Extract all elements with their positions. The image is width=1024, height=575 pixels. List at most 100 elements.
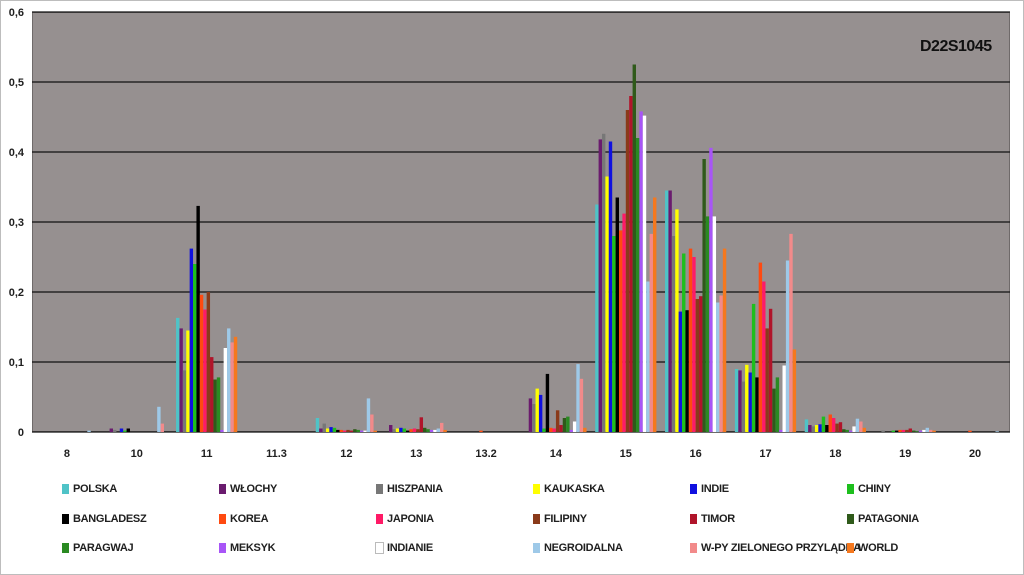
bar <box>402 428 407 432</box>
legend-item: FILIPINY <box>533 511 587 527</box>
legend-swatch <box>847 514 854 524</box>
bar <box>363 430 367 432</box>
bar <box>356 429 360 432</box>
bar <box>230 342 234 432</box>
bar <box>423 427 427 432</box>
bar <box>745 364 749 432</box>
bar <box>157 406 161 432</box>
bar <box>559 425 563 432</box>
bar <box>342 430 347 432</box>
x-tick-label: 15 <box>620 448 632 460</box>
legend-swatch <box>62 484 69 494</box>
y-tick-label: 0 <box>18 427 24 439</box>
legend-label: WORLD <box>858 542 899 554</box>
bar <box>233 336 238 432</box>
bar <box>808 425 812 432</box>
bar <box>572 421 577 432</box>
bar <box>751 303 756 432</box>
x-tick-label: 11 <box>201 448 213 460</box>
legend-label: INDIANIE <box>387 542 433 554</box>
bar <box>665 190 669 432</box>
bar <box>762 281 766 432</box>
legend-label: HISZPANIA <box>387 483 443 495</box>
bar <box>765 328 769 432</box>
bar <box>555 410 560 432</box>
legend-label: PARAGWAJ <box>73 542 134 554</box>
bar <box>699 296 703 432</box>
legend-item: BANGLADESZ <box>62 511 147 527</box>
x-tick-label: 14 <box>550 448 563 460</box>
bar <box>608 141 613 432</box>
bar <box>392 429 396 432</box>
legend-label: KAUKASKA <box>544 483 605 495</box>
legend-swatch <box>376 484 383 494</box>
bar <box>123 430 127 432</box>
legend-swatch <box>690 543 697 553</box>
legend-item: INDIE <box>690 481 729 497</box>
bar <box>918 430 923 432</box>
bar <box>719 295 723 432</box>
legend-item: PARAGWAJ <box>62 540 134 556</box>
bar <box>695 299 700 432</box>
bar <box>639 111 643 433</box>
bar <box>688 248 693 432</box>
x-tick-labels: 8 10 11 11.3 12 13 13.2 14 15 16 17 18 19 20 <box>64 448 981 460</box>
legend-label: W-PY ZIELONEGO PRZYLĄDKA <box>701 542 861 554</box>
bar <box>193 264 197 432</box>
x-tick-label: 8 <box>64 448 70 460</box>
legend-label: MEKSYK <box>230 542 276 554</box>
bar <box>583 427 587 432</box>
y-tick-labels: 0 0,1 0,2 0,3 0,4 0,5 0,6 <box>9 7 25 439</box>
bar <box>925 427 930 432</box>
y-tick-label: 0,3 <box>9 217 24 229</box>
bar <box>203 309 207 432</box>
legend-item: NEGROIDALNA <box>533 540 623 556</box>
bar <box>213 379 217 432</box>
legend-swatch <box>533 484 540 494</box>
bar <box>339 429 343 432</box>
bar <box>332 427 337 432</box>
bar <box>336 429 340 432</box>
bar <box>210 357 214 432</box>
bar <box>818 424 822 432</box>
bar <box>675 209 679 432</box>
bar <box>838 422 843 432</box>
bar <box>828 414 832 432</box>
legend-item: WORLD <box>847 540 898 556</box>
legend-item: JAPONIA <box>376 511 434 527</box>
bar <box>406 430 410 432</box>
bar <box>678 311 683 432</box>
legend-swatch <box>375 542 384 554</box>
bar <box>416 429 420 432</box>
legend-item: TIMOR <box>690 511 735 527</box>
bar <box>804 419 809 432</box>
legend-label: POLSKA <box>73 483 118 495</box>
bar <box>227 328 231 432</box>
legend: POLSKA WŁOCHY HISZPANIA KAUKASKA INDIE CHINY B… <box>62 478 1002 568</box>
bar <box>792 349 797 432</box>
bar <box>905 429 909 432</box>
bar <box>859 421 863 432</box>
bar <box>835 423 839 432</box>
bar <box>319 428 323 432</box>
bar <box>605 176 609 432</box>
bar <box>789 233 793 432</box>
bar <box>315 418 320 432</box>
bar <box>538 394 543 432</box>
bar <box>646 281 650 432</box>
bar <box>419 417 424 432</box>
x-tick-label: 18 <box>829 448 841 460</box>
bar <box>682 253 686 432</box>
x-tick-label: 19 <box>899 448 911 460</box>
bars <box>87 64 999 433</box>
bar <box>782 365 786 432</box>
legend-item: KAUKASKA <box>533 481 605 497</box>
x-tick-label: 13.2 <box>475 448 496 460</box>
x-tick-label: 13 <box>410 448 422 460</box>
bar <box>87 430 91 432</box>
bar <box>126 428 130 432</box>
legend-item: HISZPANIA <box>376 481 443 497</box>
x-tick-label: 11.3 <box>266 448 287 460</box>
bar <box>532 404 536 432</box>
